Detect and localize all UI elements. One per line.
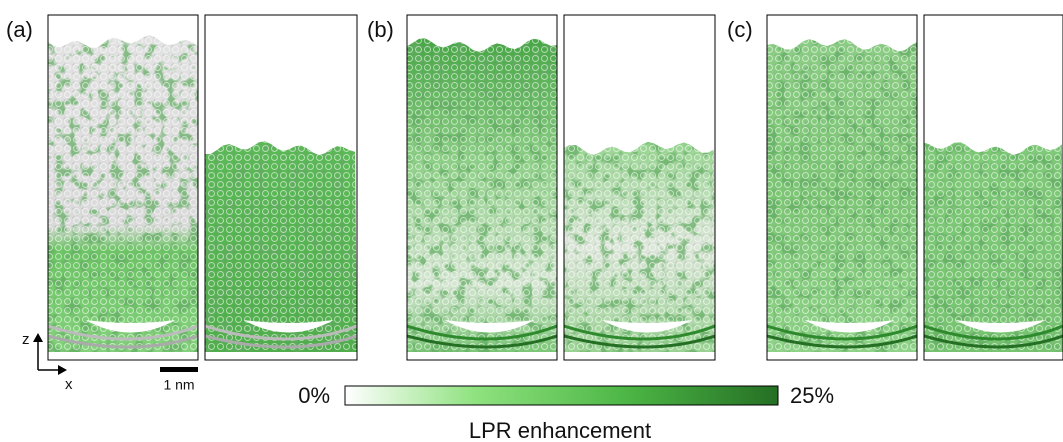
colorbar — [344, 385, 779, 406]
scale-label: 1 nm — [163, 377, 194, 393]
render — [48, 35, 198, 352]
axis-indicator — [33, 333, 67, 375]
render-frame — [563, 14, 716, 361]
panel-label: (b) — [367, 17, 394, 42]
panel-label: (a) — [6, 17, 33, 42]
simulation-renders — [47, 14, 1063, 361]
render — [205, 141, 357, 352]
panel-label: (c) — [727, 17, 753, 42]
render-frame — [406, 14, 558, 361]
colorbar-title: LPR enhancement — [469, 418, 651, 442]
render — [767, 39, 917, 352]
colorbar-min: 0% — [298, 383, 330, 408]
scale-bar — [160, 367, 198, 372]
render-frame — [923, 14, 1063, 361]
render — [924, 141, 1063, 352]
render — [564, 141, 715, 352]
render — [407, 38, 557, 352]
render-frame — [204, 14, 358, 361]
render-frame — [47, 14, 199, 361]
render-frame — [766, 14, 918, 361]
axis-label: x — [65, 376, 73, 393]
axis-label: z — [22, 331, 30, 348]
colorbar-max: 25% — [790, 383, 834, 408]
